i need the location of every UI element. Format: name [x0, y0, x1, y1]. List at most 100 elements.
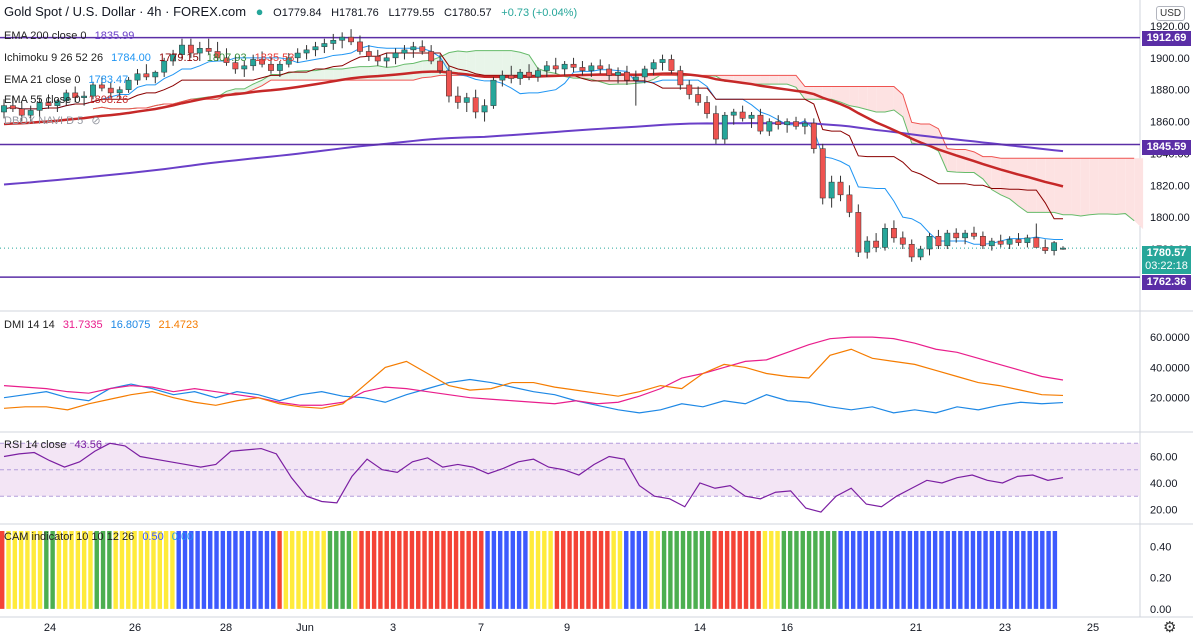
- cam-bar: [939, 531, 944, 609]
- symbol-title[interactable]: Gold Spot / U.S. Dollar · 4h · FOREX.com: [4, 4, 247, 19]
- legend-cam[interactable]: CAM indicator 10 10 12 26 0.50 0.00: [4, 531, 198, 543]
- eye-off-icon[interactable]: ⊘: [91, 115, 101, 127]
- cam-bar: [107, 531, 112, 609]
- candle-body: [988, 240, 995, 247]
- cam-bar: [1033, 531, 1039, 609]
- candle-body: [837, 181, 844, 196]
- candle-body: [392, 52, 399, 59]
- candle-body: [152, 71, 159, 78]
- candle-body: [624, 71, 630, 81]
- ichimoku-cloud-segment: [760, 75, 770, 85]
- cam-bar: [737, 531, 742, 609]
- ema55-line: [3, 70, 1064, 188]
- legend-ema55[interactable]: EMA 55 close 0 1808.26: [4, 94, 133, 106]
- cam-bar: [25, 531, 30, 609]
- candle-body: [98, 84, 105, 89]
- legend-ema200-value: 1835.99: [94, 30, 135, 42]
- cam-bar: [100, 531, 106, 609]
- dmi-tick-label: 60.0000: [1150, 332, 1190, 344]
- cam-bar: [214, 531, 219, 609]
- time-tick-label: 7: [478, 622, 484, 634]
- cam-bar: [56, 531, 62, 609]
- cam-bar: [983, 531, 988, 609]
- ichimoku-cloud-segment: [253, 80, 263, 90]
- cam-bar: [220, 531, 226, 609]
- candle-body: [107, 87, 114, 94]
- gear-icon[interactable]: ⚙: [1163, 619, 1177, 636]
- candle-body: [882, 228, 888, 248]
- cam-bar: [428, 531, 434, 609]
- cam-bar: [18, 531, 24, 609]
- ichimoku-tenkan: [3, 45, 1063, 245]
- ichimoku-cloud-segment: [1080, 158, 1090, 216]
- ichimoku-cloud-segment: [1018, 158, 1028, 213]
- time-tick-label: 24: [44, 622, 56, 634]
- price-tick-label: 1900.00: [1150, 53, 1190, 65]
- legend-dbox[interactable]: DBOX NAVI D 5 ⊘: [4, 114, 106, 127]
- legend-cam-v2: 0.00: [171, 531, 194, 543]
- legend-ema21[interactable]: EMA 21 close 0 1783.47: [4, 74, 133, 86]
- candle-body: [1024, 237, 1031, 243]
- cam-bar: [283, 531, 289, 609]
- cam-bar: [384, 531, 389, 609]
- legend-cam-label: CAM indicator 10 10 12 26: [4, 531, 135, 543]
- cam-bar: [756, 531, 761, 609]
- cam-bar: [573, 531, 579, 609]
- cam-bar: [0, 531, 5, 609]
- candle-body: [543, 65, 550, 71]
- cam-bar: [271, 531, 276, 609]
- cam-bar: [850, 531, 856, 609]
- ichimoku-cloud-segment: [342, 67, 352, 81]
- candle-body: [143, 73, 150, 78]
- candle-body: [437, 60, 443, 71]
- legend-dmi-label: DMI 14 14: [4, 319, 55, 331]
- candle-body: [793, 121, 799, 127]
- candle-body: [997, 240, 1004, 245]
- candle-body: [428, 51, 435, 62]
- last-price-box: 1780.57: [1142, 246, 1191, 261]
- cam-bar: [561, 531, 566, 609]
- cam-bar: [327, 531, 333, 609]
- candle-body: [116, 89, 123, 94]
- candle-body: [819, 148, 826, 199]
- ichimoku-cloud-segment: [395, 64, 405, 81]
- candle-body: [713, 113, 719, 140]
- legend-ema200[interactable]: EMA 200 close 0 1835.99: [4, 30, 139, 42]
- cam-bar: [233, 531, 238, 609]
- cam-bar: [277, 531, 282, 609]
- candle-body: [18, 108, 25, 116]
- cam-bar: [403, 531, 408, 609]
- cam-bar: [617, 531, 623, 609]
- ichimoku-cloud-segment: [867, 86, 877, 112]
- candle-body: [730, 111, 737, 116]
- cam-bar: [416, 531, 421, 609]
- candle-body: [1, 105, 7, 113]
- ichimoku-cloud-segment: [1027, 158, 1037, 213]
- cam-bar: [554, 531, 560, 609]
- cam-bar: [453, 531, 459, 609]
- cam-bar: [1008, 531, 1013, 609]
- cam-bar: [844, 531, 850, 609]
- cam-bar: [668, 531, 673, 609]
- cam-bar: [693, 531, 698, 609]
- legend-dmi[interactable]: DMI 14 14 31.7335 16.8075 21.4723: [4, 319, 203, 331]
- cam-bar: [289, 531, 295, 609]
- cam-bar: [579, 531, 585, 609]
- cam-bar: [132, 531, 137, 609]
- legend-ichimoku[interactable]: Ichimoku 9 26 52 26 1784.00 1779.15 1807…: [4, 52, 299, 64]
- cam-bar: [920, 531, 925, 609]
- cam-bar: [75, 531, 81, 609]
- time-tick-label: 9: [564, 622, 570, 634]
- ichimoku-cloud-segment: [333, 68, 343, 81]
- legend-rsi[interactable]: RSI 14 close 43.56: [4, 439, 107, 451]
- cam-bar: [353, 531, 358, 609]
- candle-body: [268, 63, 274, 71]
- ichimoku-cloud-segment: [840, 86, 850, 106]
- cam-bar: [37, 531, 43, 609]
- legend-ema55-value: 1808.26: [88, 94, 129, 106]
- candle-body: [81, 95, 88, 98]
- ichimoku-cloud-segment: [1107, 158, 1117, 215]
- cam-bar: [794, 531, 799, 609]
- currency-badge[interactable]: USD: [1156, 6, 1186, 21]
